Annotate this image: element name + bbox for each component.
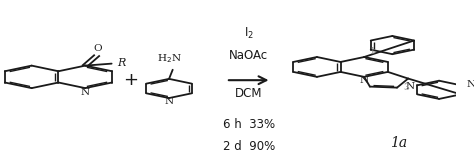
Text: I$_2$: I$_2$ (244, 26, 254, 41)
Text: N: N (405, 82, 414, 91)
Text: 2 d  90%: 2 d 90% (223, 140, 275, 153)
Text: 1a: 1a (390, 136, 407, 150)
Text: N: N (466, 80, 474, 90)
Text: 3: 3 (403, 83, 409, 92)
Text: O: O (93, 44, 102, 53)
Text: H$_2$N: H$_2$N (157, 52, 182, 65)
Text: 6 h  33%: 6 h 33% (223, 118, 275, 131)
Text: N: N (360, 76, 369, 85)
Text: N: N (164, 97, 173, 106)
Text: 1: 1 (370, 47, 375, 56)
Text: N: N (81, 88, 90, 97)
Text: DCM: DCM (235, 87, 263, 100)
Text: NaOAc: NaOAc (229, 49, 268, 62)
Text: +: + (123, 71, 138, 89)
Text: R: R (117, 58, 126, 68)
